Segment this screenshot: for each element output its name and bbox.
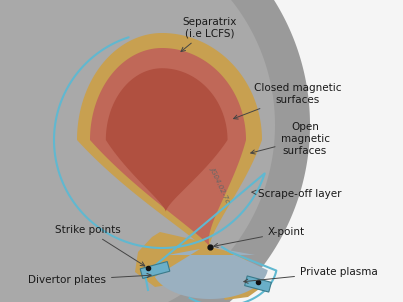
Polygon shape bbox=[140, 262, 170, 278]
Text: Separatrix
(i.e LCFS): Separatrix (i.e LCFS) bbox=[181, 17, 237, 52]
Polygon shape bbox=[135, 232, 262, 300]
Polygon shape bbox=[139, 111, 189, 169]
Polygon shape bbox=[90, 48, 246, 247]
Polygon shape bbox=[77, 33, 262, 254]
Polygon shape bbox=[123, 89, 208, 191]
Text: Closed magnetic
surfaces: Closed magnetic surfaces bbox=[234, 83, 342, 119]
Text: Strike points: Strike points bbox=[55, 225, 145, 266]
Polygon shape bbox=[245, 276, 271, 292]
Polygon shape bbox=[106, 68, 228, 212]
Text: Private plasma: Private plasma bbox=[244, 267, 378, 283]
Polygon shape bbox=[0, 0, 310, 302]
Text: Divertor plates: Divertor plates bbox=[28, 273, 151, 285]
Text: Open
magnetic
surfaces: Open magnetic surfaces bbox=[251, 122, 330, 156]
Text: X-point: X-point bbox=[214, 227, 305, 248]
Polygon shape bbox=[155, 249, 268, 299]
Polygon shape bbox=[0, 0, 275, 302]
Text: JG04.02-7c: JG04.02-7c bbox=[209, 165, 231, 203]
Text: Scrape-off layer: Scrape-off layer bbox=[252, 189, 342, 199]
